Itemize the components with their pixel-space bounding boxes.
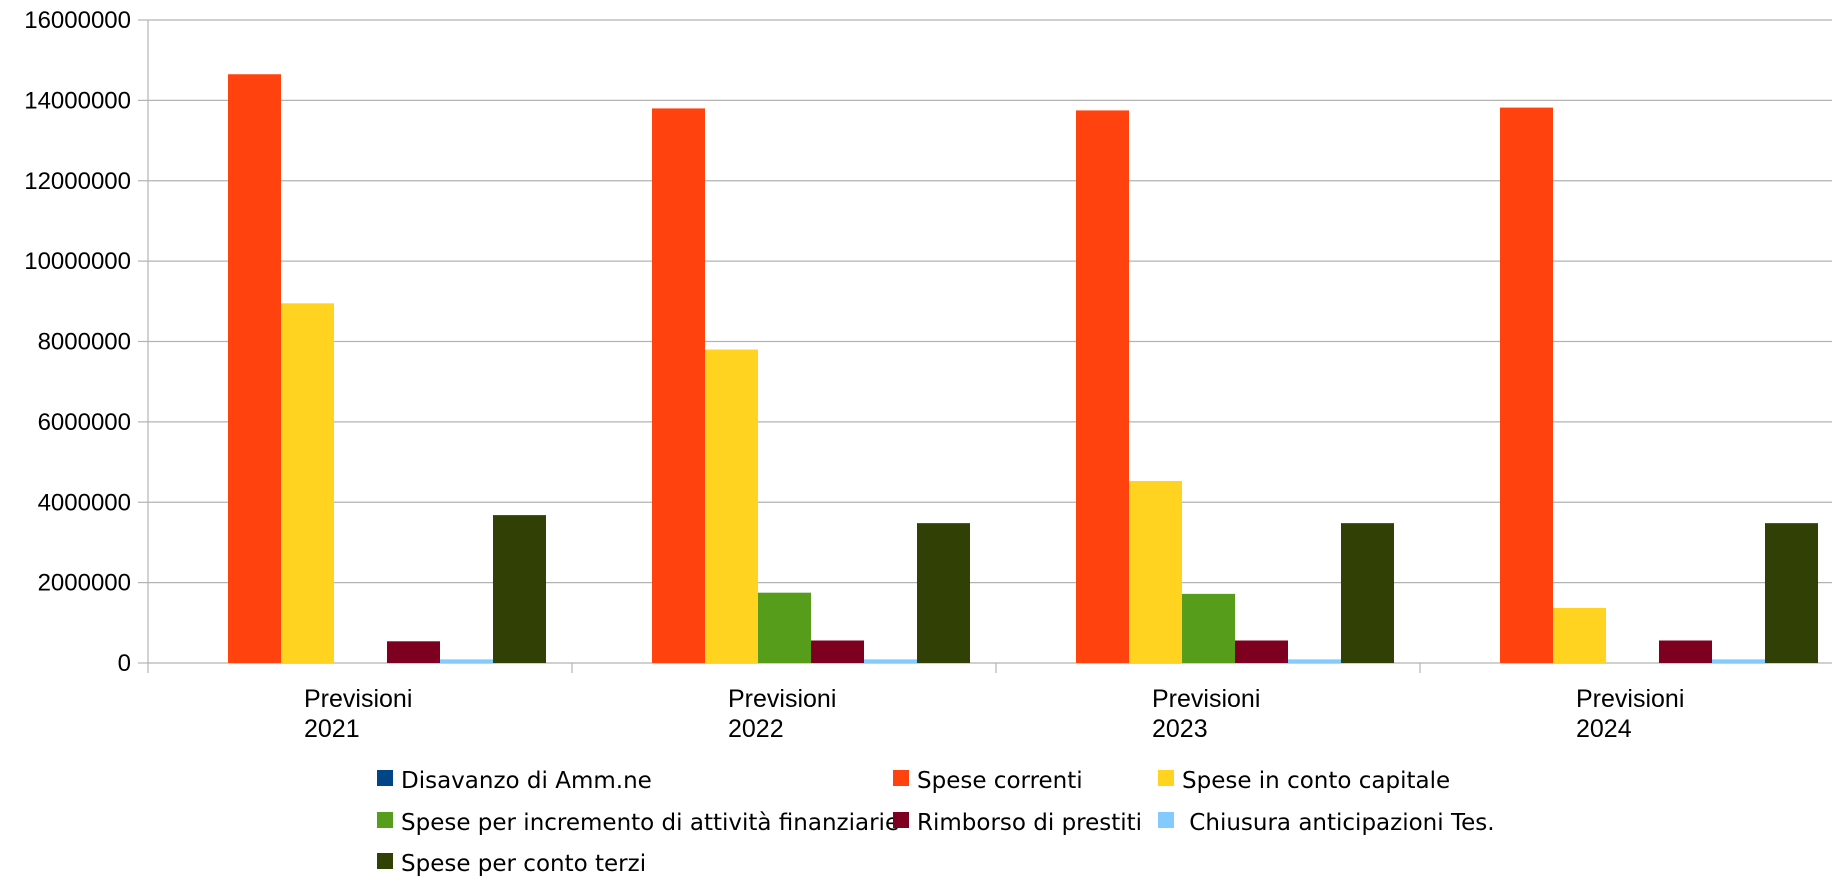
bar-3-3 — [1129, 480, 1182, 663]
legend-label: Spese correnti — [917, 768, 1083, 794]
x-category-label: 2021 — [304, 715, 360, 743]
bars — [228, 74, 1818, 664]
legend-swatch — [893, 812, 909, 828]
x-category-label: Previsioni — [304, 685, 412, 713]
y-tick-label: 8000000 — [38, 329, 131, 356]
bar-5-3 — [1235, 640, 1288, 663]
bar-7-3 — [1341, 523, 1394, 663]
legend-swatch — [377, 853, 393, 869]
bar-3-1 — [281, 303, 334, 663]
x-category-label: Previsioni — [1576, 685, 1684, 713]
bar-7-1 — [493, 515, 546, 663]
y-tick-label: 10000000 — [24, 248, 131, 275]
x-category-label: 2022 — [728, 715, 784, 743]
bar-5-4 — [1659, 640, 1712, 663]
y-tick-label: 6000000 — [38, 409, 131, 436]
legend-swatch — [377, 812, 393, 828]
bar-5-1 — [387, 641, 440, 663]
bar-2-3 — [1076, 110, 1129, 663]
bar-3-2 — [705, 349, 758, 663]
x-category-label: Previsioni — [1152, 685, 1260, 713]
gridlines — [148, 19, 1832, 584]
x-category-label: Previsioni — [728, 685, 836, 713]
bar-2-1 — [228, 74, 281, 664]
axis-labels: 0 2000000 4000000 6000000 8000000 10000000 120… — [24, 7, 1684, 743]
bar-6-4 — [1712, 659, 1765, 663]
axes — [138, 19, 1832, 673]
bar-5-2 — [811, 640, 864, 663]
x-category-label: 2023 — [1152, 715, 1208, 743]
bar-2-4 — [1500, 107, 1553, 663]
legend-label: Disavanzo di Amm.ne — [401, 768, 652, 794]
bar-3-4 — [1553, 607, 1606, 663]
x-category-label: 2024 — [1576, 715, 1632, 743]
legend-swatch — [893, 770, 909, 786]
bar-6-2 — [864, 659, 917, 663]
y-tick-label: 2000000 — [38, 570, 131, 597]
y-tick-label: 12000000 — [24, 168, 131, 195]
y-tick-label: 14000000 — [24, 87, 131, 114]
legend-swatch — [377, 770, 393, 786]
bar-7-2 — [917, 523, 970, 663]
y-tick-label: 0 — [118, 650, 131, 677]
legend-label: Spese in conto capitale — [1182, 768, 1450, 794]
y-tick-label: 4000000 — [38, 489, 131, 516]
legend-label: Spese per conto terzi — [401, 851, 646, 877]
legend-swatch — [1158, 770, 1174, 786]
bar-4-3 — [1182, 593, 1235, 663]
legend-label: Rimborso di prestiti — [917, 810, 1142, 836]
y-tick-label: 16000000 — [24, 7, 131, 34]
legend: Disavanzo di Amm.ne Spese correnti Spese i… — [377, 768, 1495, 877]
bar-6-1 — [440, 659, 493, 663]
legend-label: Chiusura anticipazioni Tes. — [1182, 810, 1495, 836]
bar-6-3 — [1288, 659, 1341, 663]
legend-swatch — [1158, 812, 1174, 828]
bar-4-2 — [758, 592, 811, 663]
legend-label: Spese per incremento di attività finanzi… — [401, 810, 899, 836]
bar-2-2 — [652, 108, 705, 664]
bar-7-4 — [1765, 523, 1818, 663]
